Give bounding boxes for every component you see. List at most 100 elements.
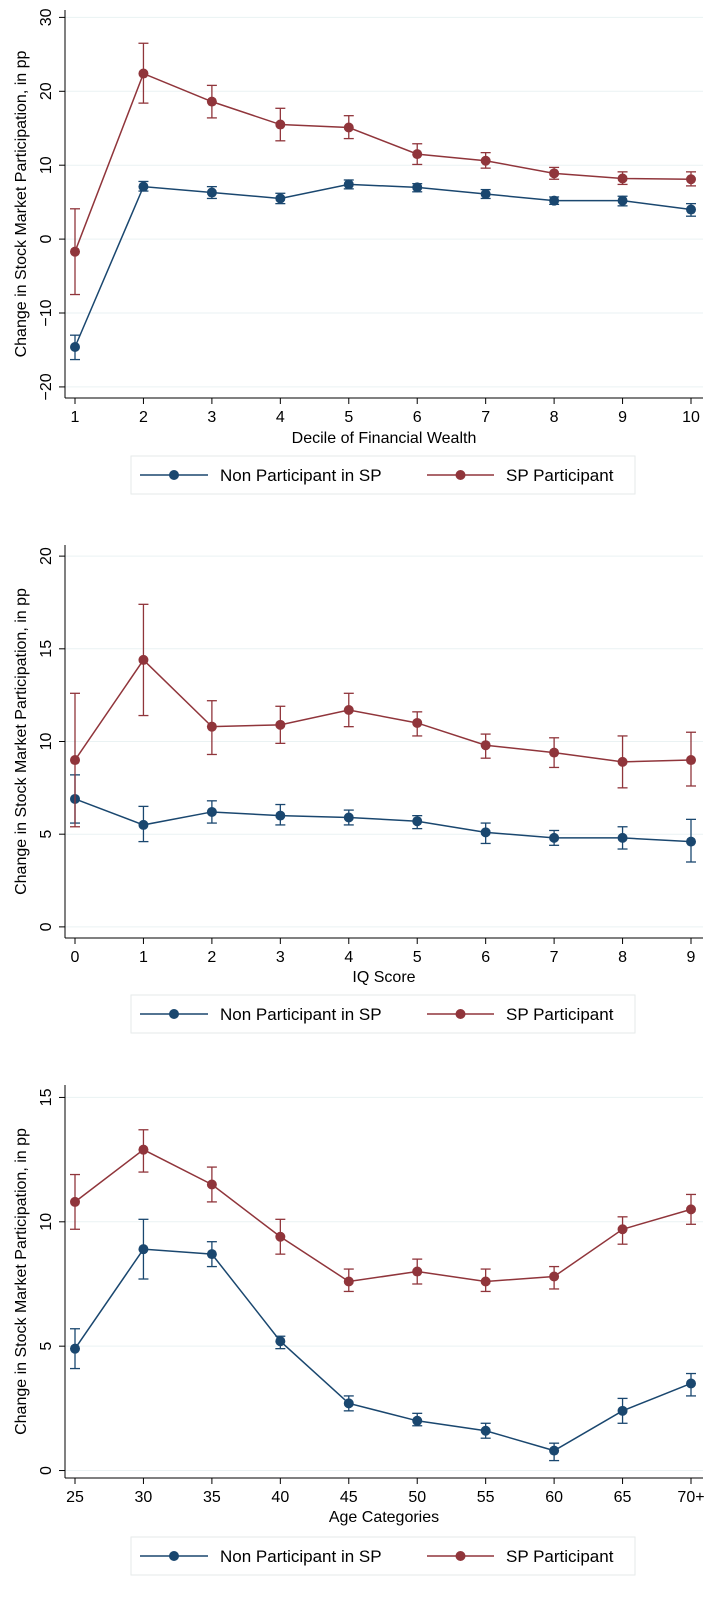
y-tick-label: −10 xyxy=(38,299,55,326)
data-point xyxy=(206,1179,217,1190)
y-tick-label: 0 xyxy=(38,922,55,931)
x-tick-label: 2 xyxy=(207,949,216,966)
legend-swatch-marker xyxy=(455,470,466,480)
data-point xyxy=(617,195,628,206)
data-point xyxy=(549,1445,560,1456)
series-non-participant xyxy=(70,774,696,863)
series-sp-participant xyxy=(70,42,696,296)
data-point xyxy=(480,740,491,751)
data-point xyxy=(480,155,491,166)
data-point xyxy=(343,179,354,190)
data-point xyxy=(686,836,696,847)
data-point xyxy=(549,1271,560,1282)
x-tick-label: 3 xyxy=(207,409,216,426)
data-point xyxy=(70,246,80,257)
legend-label: SP Participant xyxy=(506,466,614,485)
data-point xyxy=(138,1244,149,1255)
y-tick-label: 10 xyxy=(38,1213,55,1231)
legend-box xyxy=(130,455,636,495)
x-tick-label: 9 xyxy=(687,949,696,966)
data-point xyxy=(686,755,696,766)
y-tick-label: 30 xyxy=(38,8,55,26)
x-tick-label: 45 xyxy=(340,1489,358,1506)
y-tick-label: 0 xyxy=(38,1466,55,1475)
data-point xyxy=(480,1425,491,1436)
legend-swatch-marker xyxy=(169,1009,179,1019)
x-tick-label: 6 xyxy=(481,949,490,966)
data-point xyxy=(70,342,80,353)
x-tick-label: 1 xyxy=(139,949,148,966)
data-point xyxy=(275,119,286,130)
series-line xyxy=(74,1148,692,1283)
data-point xyxy=(480,189,491,200)
data-point xyxy=(412,149,423,160)
data-point xyxy=(138,68,149,79)
data-point xyxy=(480,827,491,838)
data-point xyxy=(412,717,423,728)
data-point xyxy=(617,1224,628,1235)
data-point xyxy=(549,747,560,758)
x-tick-label: 5 xyxy=(344,409,353,426)
y-tick-label: 10 xyxy=(38,156,55,174)
data-point xyxy=(275,193,286,204)
data-point xyxy=(275,1231,286,1242)
x-tick-label: 7 xyxy=(481,409,490,426)
legend-swatch-marker xyxy=(169,470,179,480)
data-point xyxy=(70,1196,80,1207)
legend-box xyxy=(130,1536,636,1576)
data-point xyxy=(138,819,149,830)
legend: Non Participant in SP SP Participant xyxy=(130,455,636,495)
legend: Non Participant in SP SP Participant xyxy=(130,994,636,1034)
series-non-participant xyxy=(70,1218,696,1462)
series-line xyxy=(74,183,692,348)
x-tick-label: 8 xyxy=(618,949,627,966)
data-point xyxy=(70,755,80,766)
x-tick-label: 30 xyxy=(135,1489,153,1506)
data-point xyxy=(343,122,354,133)
x-axis-title: IQ Score xyxy=(352,969,415,986)
data-point xyxy=(549,195,560,206)
legend-label: Non Participant in SP xyxy=(220,1547,382,1566)
y-tick-label: 20 xyxy=(38,82,55,100)
x-tick-label: 4 xyxy=(344,949,353,966)
data-point xyxy=(480,1276,491,1287)
data-point xyxy=(206,721,217,732)
data-point xyxy=(686,204,696,215)
legend-label: SP Participant xyxy=(506,1005,614,1024)
data-point xyxy=(206,96,217,107)
legend-label: SP Participant xyxy=(506,1547,614,1566)
data-point xyxy=(343,1276,354,1287)
data-point xyxy=(206,806,217,817)
x-axis-title: Age Categories xyxy=(329,1509,439,1526)
legend-swatch-marker xyxy=(455,1009,466,1019)
data-point xyxy=(686,1378,696,1389)
x-tick-label: 7 xyxy=(550,949,559,966)
y-axis-title: Change in Stock Market Participation, in… xyxy=(13,588,30,895)
legend-swatch-marker xyxy=(455,1551,466,1561)
data-point xyxy=(275,1336,286,1347)
legend-label: Non Participant in SP xyxy=(220,466,382,485)
series-sp-participant xyxy=(70,1129,696,1293)
x-tick-label: 55 xyxy=(477,1489,495,1506)
data-point xyxy=(686,1204,696,1215)
x-tick-label: 65 xyxy=(614,1489,632,1506)
data-point xyxy=(343,704,354,715)
data-point xyxy=(412,816,423,827)
data-point xyxy=(617,756,628,767)
x-tick-label: 40 xyxy=(271,1489,289,1506)
y-tick-label: 15 xyxy=(38,640,55,658)
x-tick-label: 10 xyxy=(682,409,700,426)
y-tick-label: 15 xyxy=(38,1088,55,1106)
series-line xyxy=(74,72,692,252)
data-point xyxy=(138,654,149,665)
data-point xyxy=(549,832,560,843)
x-tick-label: 70+ xyxy=(677,1489,704,1506)
x-tick-label: 50 xyxy=(408,1489,426,1506)
data-point xyxy=(275,719,286,730)
data-point xyxy=(412,1266,423,1277)
x-tick-label: 0 xyxy=(71,949,80,966)
y-tick-label: −20 xyxy=(38,373,55,400)
y-axis-title: Change in Stock Market Participation, in… xyxy=(13,50,30,357)
x-tick-label: 60 xyxy=(545,1489,563,1506)
